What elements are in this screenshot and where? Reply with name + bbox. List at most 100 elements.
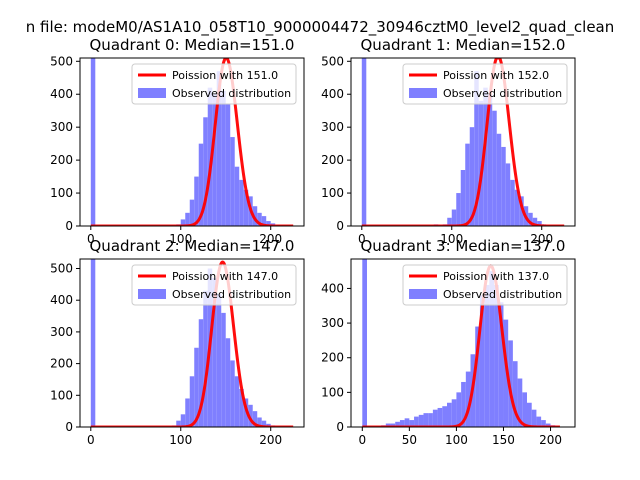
x-tick-label: 0 bbox=[87, 433, 95, 447]
hist-bar bbox=[266, 221, 271, 226]
y-tick-label: 0 bbox=[336, 420, 344, 434]
legend: Poission with 151.0 Observed distribution bbox=[131, 63, 297, 105]
x-tick-label: 200 bbox=[259, 433, 282, 447]
legend-hist-swatch bbox=[138, 289, 166, 299]
y-tick-label: 500 bbox=[50, 54, 73, 68]
hist-bar bbox=[541, 420, 546, 427]
hist-bar bbox=[531, 409, 537, 427]
y-tick-label: 100 bbox=[50, 186, 73, 200]
y-tick-label: 500 bbox=[50, 262, 73, 276]
hist-bar bbox=[456, 193, 461, 226]
hist-bar bbox=[399, 420, 405, 427]
hist-bar bbox=[257, 212, 262, 226]
legend-label-poisson: Poission with 147.0 bbox=[172, 270, 278, 283]
hist-bar bbox=[418, 414, 424, 427]
hist-bar bbox=[221, 312, 226, 427]
y-tick-label: 100 bbox=[50, 388, 73, 402]
hist-bar bbox=[261, 216, 267, 226]
y-tick-label: 400 bbox=[321, 87, 344, 101]
poisson-curve bbox=[90, 58, 294, 226]
hist-bar bbox=[484, 284, 490, 427]
y-tick-label: 200 bbox=[321, 153, 344, 167]
axes-frame bbox=[350, 258, 576, 428]
hist-bar bbox=[176, 420, 181, 427]
figure-title: n file: modeM0/AS1A10_058T10_9000004472_… bbox=[26, 18, 615, 37]
hist-bar bbox=[517, 378, 523, 427]
chart-title: Quadrant 3: Median=137.0 bbox=[361, 237, 566, 255]
hist-bar bbox=[514, 189, 520, 226]
hist-bar bbox=[489, 271, 495, 427]
hist-bar bbox=[234, 166, 240, 226]
hist-bar bbox=[216, 293, 222, 427]
x-tick-label: 200 bbox=[539, 433, 562, 447]
hist-bar bbox=[545, 423, 551, 427]
legend-label-observed: Observed distribution bbox=[443, 288, 562, 301]
legend: Poission with 137.0 Observed distribution bbox=[402, 264, 568, 306]
hist-bar bbox=[501, 146, 506, 226]
legend-hist-swatch bbox=[409, 289, 437, 299]
hist-bar bbox=[447, 217, 452, 226]
hist-bar bbox=[261, 420, 267, 427]
hist-bar bbox=[474, 71, 479, 226]
panel-3: Quadrant 3: Median=137.0 0 50 100 150 200 0 100… bbox=[321, 237, 576, 447]
legend-box bbox=[402, 63, 568, 105]
chart-title: Quadrant 2: Median=147.0 bbox=[90, 237, 295, 255]
y-tick-label: 300 bbox=[50, 120, 73, 134]
hist-bar bbox=[266, 423, 271, 427]
y-tick-label: 200 bbox=[50, 357, 73, 371]
x-tick-label: 200 bbox=[259, 232, 282, 246]
plot-area bbox=[362, 259, 560, 427]
hist-bar bbox=[503, 319, 509, 427]
hist-bar bbox=[234, 376, 240, 427]
y-tick-label: 200 bbox=[50, 153, 73, 167]
hist-bar bbox=[527, 402, 532, 427]
axes-frame bbox=[79, 57, 305, 227]
hist-bar bbox=[483, 87, 488, 226]
hist-bar bbox=[230, 360, 235, 427]
hist-bar bbox=[216, 71, 222, 226]
hist-bar bbox=[180, 414, 186, 427]
hist-bar bbox=[461, 381, 466, 427]
x-tick-label: 100 bbox=[445, 433, 468, 447]
hist-bar bbox=[479, 295, 485, 427]
y-tick-label: 100 bbox=[321, 385, 344, 399]
hist-bar bbox=[512, 361, 518, 427]
hist-bar bbox=[194, 347, 199, 427]
hist-bar bbox=[469, 127, 475, 226]
hist-bar bbox=[185, 212, 190, 226]
y-tick-label: 0 bbox=[65, 420, 73, 434]
hist-bar bbox=[475, 326, 480, 427]
hist-bar bbox=[198, 319, 204, 427]
axes-frame bbox=[350, 57, 576, 227]
hist-bar bbox=[465, 143, 470, 226]
legend-label-observed: Observed distribution bbox=[443, 87, 562, 100]
hist-bar bbox=[494, 284, 499, 427]
hist-bar bbox=[451, 399, 457, 427]
hist-bar bbox=[252, 411, 258, 427]
hist-bar bbox=[221, 90, 226, 226]
hist-bar bbox=[90, 259, 96, 427]
hist-bar bbox=[409, 420, 415, 427]
hist-bar bbox=[522, 392, 527, 427]
plot-area bbox=[361, 58, 565, 226]
x-tick-label: 200 bbox=[530, 232, 553, 246]
y-tick-label: 400 bbox=[321, 281, 344, 295]
y-tick-label: 300 bbox=[50, 325, 73, 339]
hist-bar bbox=[225, 338, 231, 427]
hist-bar bbox=[414, 416, 419, 427]
y-tick-label: 0 bbox=[65, 219, 73, 233]
y-tick-label: 100 bbox=[321, 186, 344, 200]
hist-bar bbox=[203, 117, 208, 226]
x-tick-label: 0 bbox=[358, 433, 366, 447]
hist-bar bbox=[505, 163, 511, 226]
x-tick-label: 50 bbox=[402, 433, 417, 447]
hist-bar bbox=[189, 376, 195, 427]
hist-bar bbox=[432, 409, 438, 427]
hist-bar bbox=[478, 100, 484, 226]
y-tick-label: 300 bbox=[321, 120, 344, 134]
y-tick-label: 400 bbox=[50, 293, 73, 307]
hist-bar bbox=[362, 259, 367, 427]
hist-bar bbox=[243, 189, 249, 226]
legend-box bbox=[131, 264, 297, 306]
